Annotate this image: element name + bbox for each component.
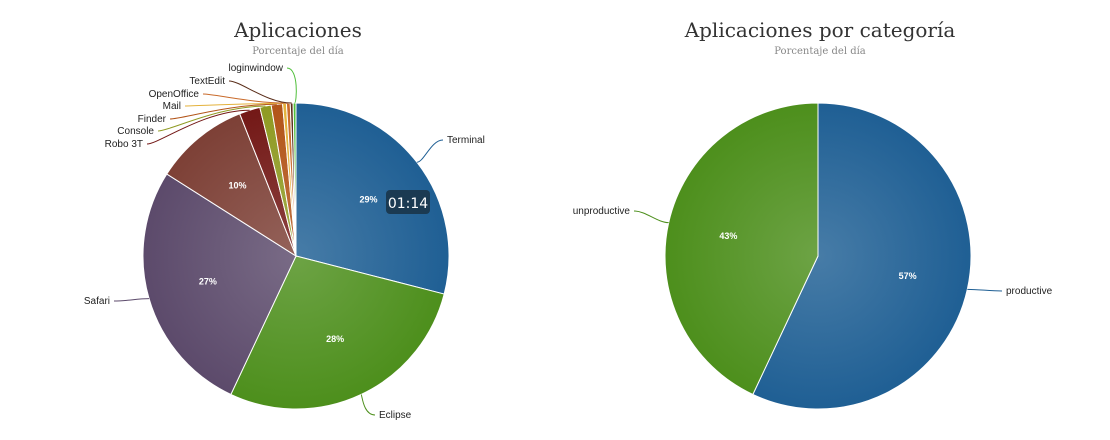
- label-connector: [967, 288, 1003, 292]
- slice-name-label-finder: Finder: [138, 114, 167, 125]
- slice-name-label-loginwindow: loginwindow: [229, 63, 284, 74]
- label-connector: [633, 210, 669, 224]
- time-tooltip: 01:14: [386, 190, 430, 214]
- pie-slices: [664, 102, 972, 410]
- label-connector: [360, 393, 376, 416]
- tooltip-text: 01:14: [388, 196, 428, 212]
- label-connector: [228, 80, 292, 104]
- slice-name-label-console: Console: [117, 126, 154, 137]
- slice-percent-label: 29%: [360, 195, 378, 205]
- pie-slice-slice-3[interactable]: [166, 113, 298, 258]
- slice-name-label-productive: productive: [1006, 286, 1053, 297]
- pie-labels: 29% Terminal 28% Eclipse 27% Safari 10% Robo 3T…: [84, 63, 485, 421]
- slice-name-label-eclipse: Eclipse: [379, 410, 412, 421]
- pie-slice-eclipse[interactable]: [230, 255, 445, 410]
- label-connector: [146, 109, 250, 145]
- slice-percent-label: 10%: [228, 180, 246, 190]
- label-connector: [416, 139, 444, 163]
- applications-pie-chart: Aplicaciones Porcentaje del día 29% Termi…: [84, 18, 485, 421]
- slice-name-label-mail: Mail: [163, 101, 181, 112]
- label-connector: [202, 93, 289, 104]
- pie-slices: [142, 102, 450, 410]
- tooltip-box: [386, 190, 430, 214]
- slice-name-label-robo-3t: Robo 3T: [105, 139, 143, 150]
- label-connector: [113, 298, 150, 302]
- slice-name-label-unproductive: unproductive: [573, 206, 631, 217]
- slice-name-label-safari: Safari: [84, 296, 110, 307]
- slice-name-label-openoffice: OpenOffice: [149, 89, 200, 100]
- slice-percent-label: 57%: [899, 271, 917, 281]
- category-pie-chart: Aplicaciones por categoría Porcentaje de…: [573, 18, 1053, 410]
- slice-percent-label: 28%: [326, 334, 344, 344]
- chart-title: Aplicaciones: [233, 18, 362, 42]
- pie-slice-loginwindow[interactable]: [292, 102, 297, 257]
- chart-subtitle: Porcentaje del día: [774, 46, 866, 57]
- pie-labels: 57% productive 43% unproductive: [573, 206, 1053, 297]
- slice-percent-label: 43%: [719, 231, 737, 241]
- label-connector: [184, 102, 285, 107]
- pie-slice-unproductive[interactable]: [664, 102, 819, 396]
- label-connector: [286, 67, 297, 104]
- pie-slice-productive[interactable]: [752, 102, 972, 410]
- label-connector: [169, 103, 277, 120]
- label-connector: [157, 105, 266, 132]
- chart-title: Aplicaciones por categoría: [684, 18, 956, 42]
- chart-subtitle: Porcentaje del día: [252, 46, 344, 57]
- slice-name-label-textedit: TextEdit: [189, 76, 225, 87]
- slice-percent-label: 27%: [199, 277, 217, 287]
- slice-name-label-terminal: Terminal: [447, 135, 485, 146]
